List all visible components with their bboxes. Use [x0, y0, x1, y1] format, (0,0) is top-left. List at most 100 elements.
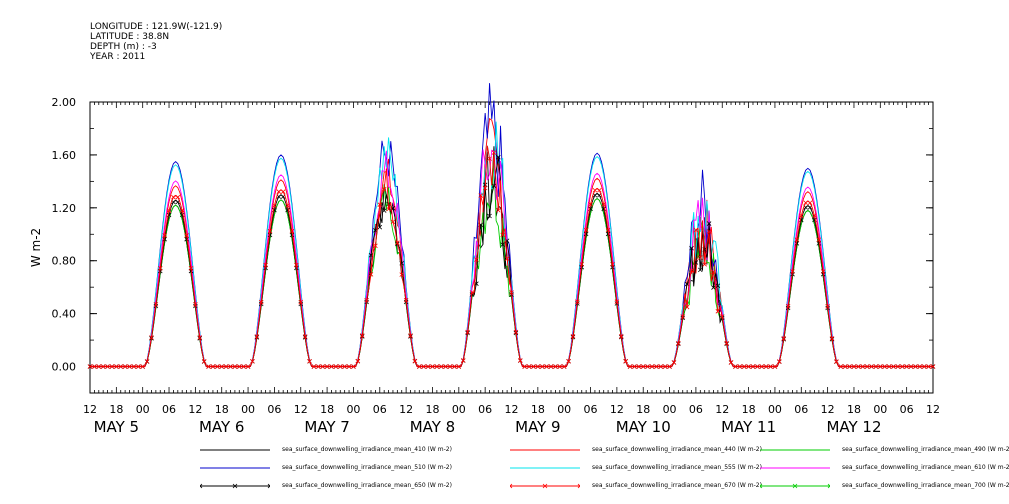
x-tick-label: 12	[715, 403, 729, 416]
y-tick-label: 1.20	[52, 202, 77, 215]
series-marker-8	[96, 364, 102, 369]
series-marker-8	[417, 364, 422, 369]
series-marker-8	[715, 309, 721, 314]
series-marker-8	[781, 336, 787, 341]
series-marker-8	[438, 364, 444, 369]
series-marker-8	[610, 261, 615, 267]
series-marker-8	[583, 227, 589, 233]
series-marker-8	[632, 364, 637, 369]
series-marker-7	[381, 208, 387, 213]
x-tick-label: 00	[663, 403, 677, 416]
series-marker-8	[175, 194, 181, 200]
series-marker-8	[491, 150, 497, 155]
series-marker-8	[640, 364, 646, 369]
series-marker-8	[166, 208, 172, 213]
legend-label: sea_surface_downwelling_irradiance_mean_…	[592, 446, 762, 453]
series-marker-8	[772, 364, 778, 369]
series-marker-8	[267, 228, 273, 234]
series-marker-8	[368, 272, 374, 277]
x-tick-label: 06	[584, 403, 598, 416]
legend-label: sea_surface_downwelling_irradiance_mean_…	[282, 446, 452, 453]
series-marker-8	[531, 364, 536, 369]
plot-frame	[89, 101, 934, 394]
x-tick-label: 12	[926, 403, 940, 416]
x-tick-label: 06	[478, 403, 492, 416]
series-marker-8	[425, 364, 431, 369]
series-marker-8	[447, 364, 453, 369]
series-marker-7	[491, 183, 497, 189]
series-marker-8	[359, 333, 365, 338]
x-tick-label: 06	[900, 403, 914, 416]
series-marker-8	[798, 213, 804, 218]
series-marker-8	[895, 364, 901, 369]
series-marker-7	[496, 154, 501, 160]
series-marker-8	[829, 336, 835, 341]
series-marker-8	[373, 243, 378, 249]
series-marker-8	[236, 364, 242, 369]
x-tick-label: 18	[215, 403, 229, 416]
series-marker-8	[474, 257, 479, 262]
x-tick-label: 00	[768, 403, 782, 416]
series-marker-8	[149, 335, 154, 340]
series-marker-8	[636, 364, 642, 369]
series-marker-8	[157, 266, 163, 271]
chart-legend: sea_surface_downwelling_irradiance_mean_…	[200, 444, 1009, 504]
metadata-block: LONGITUDE : 121.9W(-121.9) LATITUDE : 38…	[90, 22, 222, 62]
latitude-label: LATITUDE : 38.8N	[90, 32, 170, 42]
series-marker-8	[188, 266, 194, 271]
x-tick-label: 12	[188, 403, 202, 416]
series-marker-8	[777, 359, 782, 364]
series-marker-8	[302, 334, 308, 339]
series-marker-8	[548, 364, 554, 369]
series-marker-8	[614, 299, 620, 304]
series-marker-8	[759, 364, 765, 369]
series-marker-8	[197, 335, 203, 340]
series-marker-8	[500, 232, 506, 238]
series-marker-8	[412, 358, 418, 364]
x-tick-label: 12	[505, 403, 519, 416]
series-marker-7	[698, 267, 703, 273]
series-marker-8	[597, 187, 602, 193]
y-tick-label: 2.00	[52, 96, 77, 109]
series-marker-8	[794, 237, 800, 243]
series-marker-8	[140, 364, 145, 369]
series-marker-8	[162, 233, 167, 238]
legend-swatch	[200, 449, 270, 451]
series-line-5	[90, 121, 933, 367]
series-marker-8	[693, 227, 699, 233]
series-marker-8	[324, 364, 330, 369]
series-marker-8	[460, 358, 466, 363]
legend-label: sea_surface_downwelling_irradiance_mean_…	[842, 446, 1009, 453]
series-marker-8	[333, 364, 339, 369]
series-marker-8	[136, 364, 141, 369]
series-marker-8	[851, 364, 857, 369]
series-marker-8	[245, 364, 251, 369]
series-marker-8	[579, 261, 585, 267]
series-marker-8	[201, 359, 207, 364]
series-marker-8	[724, 340, 729, 346]
series-marker-7	[487, 213, 492, 219]
series-marker-8	[750, 364, 756, 369]
series-marker-7	[794, 241, 800, 246]
series-marker-8	[873, 364, 879, 369]
series-marker-7	[605, 231, 611, 237]
series-marker-8	[193, 301, 198, 307]
series-marker-8	[144, 359, 150, 364]
y-tick-label: 0.40	[52, 308, 77, 321]
series-marker-8	[741, 364, 747, 369]
y-tick-label: 1.60	[52, 149, 77, 162]
series-marker-8	[87, 364, 93, 369]
series-marker-8	[465, 329, 470, 335]
series-marker-8	[127, 364, 132, 369]
x-day-label: MAY 8	[410, 418, 456, 436]
x-tick-label: 00	[557, 403, 571, 416]
series-marker-8	[342, 364, 347, 369]
series-marker-8	[662, 364, 668, 369]
y-axis-label: W m-2	[29, 228, 43, 267]
x-tick-label: 12	[294, 403, 308, 416]
legend-label: sea_surface_downwelling_irradiance_mean_…	[592, 464, 762, 471]
series-marker-8	[838, 364, 844, 369]
x-tick-label: 06	[162, 403, 176, 416]
series-marker-8	[289, 228, 295, 234]
series-marker-8	[272, 203, 277, 208]
